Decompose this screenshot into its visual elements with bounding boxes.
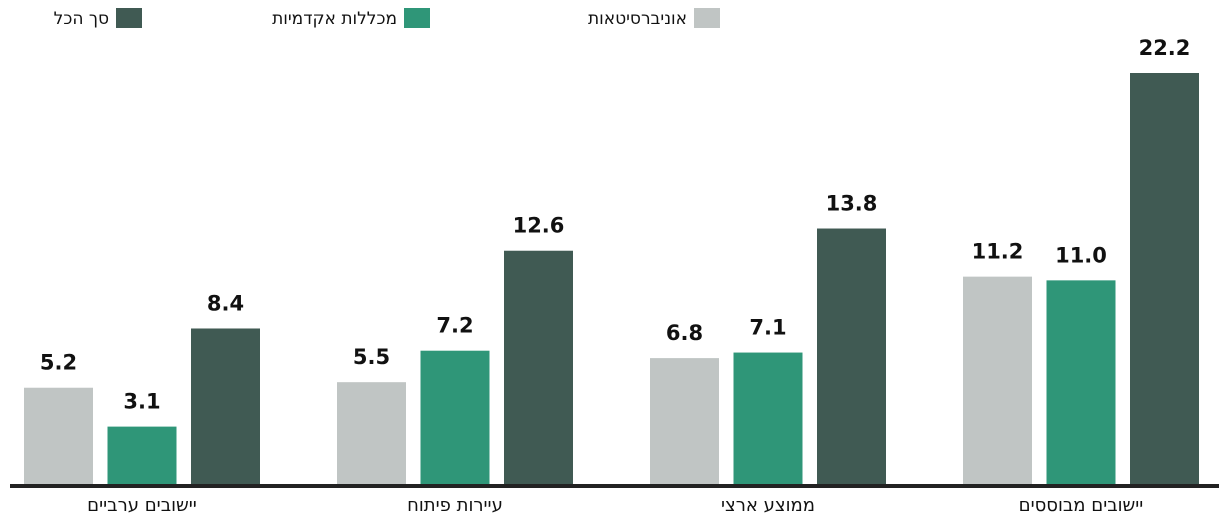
legend-label: מכללות אקדמיות <box>272 9 397 29</box>
legend-label: סך הכל <box>54 9 109 29</box>
legend-swatch <box>694 8 720 28</box>
bar <box>107 426 177 484</box>
x-tick-label: ממוצע ארצי <box>721 495 815 516</box>
legend-swatch <box>116 8 142 28</box>
value-label: 11.0 <box>1055 243 1107 267</box>
legend-swatch <box>404 8 430 28</box>
x-tick-label: יישובים ערביים <box>87 495 197 516</box>
value-label: 3.1 <box>123 390 160 414</box>
value-label: 7.2 <box>436 314 473 338</box>
legend-label: אוניברסיטאות <box>588 9 687 29</box>
bar <box>191 328 260 484</box>
bar <box>1046 280 1116 484</box>
value-label: 8.4 <box>207 291 244 315</box>
bar <box>817 228 886 484</box>
bar <box>733 352 803 484</box>
value-label: 11.2 <box>972 240 1024 264</box>
x-tick-label: עיירות פיתוח <box>407 495 503 516</box>
bar <box>504 250 573 484</box>
value-label: 5.2 <box>40 351 77 375</box>
value-label: 13.8 <box>826 192 878 216</box>
value-label: 7.1 <box>749 316 786 340</box>
bar <box>1130 73 1199 484</box>
bar <box>963 276 1032 484</box>
x-tick-label: יישובים מבוססים <box>1019 495 1144 516</box>
bar <box>650 358 719 484</box>
bar <box>420 350 490 484</box>
value-label: 6.8 <box>666 321 703 345</box>
bar <box>24 387 93 484</box>
value-label: 5.5 <box>353 345 390 369</box>
value-label: 12.6 <box>513 214 565 238</box>
bar <box>337 382 406 484</box>
value-label: 22.2 <box>1139 36 1191 60</box>
